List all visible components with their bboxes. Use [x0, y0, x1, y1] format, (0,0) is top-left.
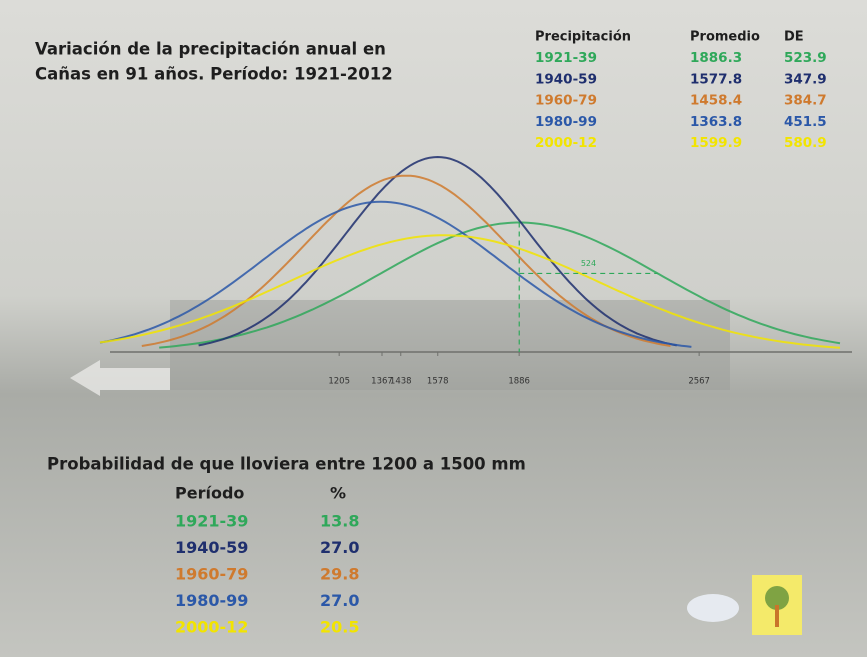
x-tick-label: 1367 [371, 377, 393, 387]
sd-label: 451.5 [784, 114, 827, 130]
probability-value: 27.0 [320, 591, 359, 610]
title-line: Cañas en 91 años. Período: 1921-2012 [35, 65, 393, 84]
density-curve [141, 174, 671, 347]
mean-label: 1599.9 [690, 135, 742, 151]
stats-header: DE [784, 30, 804, 45]
sd-label: 523.9 [784, 50, 827, 66]
x-tick-label: 1886 [508, 377, 530, 387]
mean-label: 1458.4 [690, 93, 742, 109]
mean-label: 1577.8 [690, 71, 742, 87]
probability-period: 1940-59 [175, 538, 248, 557]
period-label: 1960-79 [535, 93, 597, 109]
probability-header: Período [175, 484, 244, 503]
stats-header: Precipitación [535, 30, 631, 45]
probability-period: 2000-12 [175, 618, 248, 637]
x-tick-label: 1205 [328, 377, 350, 387]
probability-value: 29.8 [320, 565, 359, 584]
probability-title: Probabilidad de que lloviera entre 1200 … [47, 455, 526, 474]
period-label: 1940-59 [535, 71, 597, 87]
mean-label: 1886.3 [690, 50, 742, 66]
density-curve [99, 234, 841, 349]
density-curve [159, 221, 841, 349]
density-curve [99, 200, 692, 348]
x-tick-label: 1578 [427, 377, 449, 387]
probability-value: 20.5 [320, 618, 359, 637]
stats-header: Promedio [690, 30, 760, 45]
period-label: 1921-39 [535, 50, 597, 66]
sd-label: 580.9 [784, 135, 827, 151]
period-label: 2000-12 [535, 135, 597, 151]
probability-period: 1980-99 [175, 591, 248, 610]
x-tick-label: 2567 [688, 377, 710, 387]
probability-value: 13.8 [320, 512, 359, 531]
mean-label: 1363.8 [690, 114, 742, 130]
building [170, 300, 730, 390]
logo-trunk [775, 605, 779, 627]
probability-period: 1960-79 [175, 565, 248, 584]
x-tick-label: 1438 [390, 377, 412, 387]
density-curve [198, 155, 677, 347]
annotation: 524 [581, 259, 596, 268]
title-line: Variación de la precipitación anual en [35, 40, 386, 59]
period-label: 1980-99 [535, 114, 597, 130]
logo-tree [765, 586, 789, 610]
logo-left [687, 594, 739, 622]
probability-header: % [330, 484, 346, 503]
probability-value: 27.0 [320, 538, 359, 557]
arrow-sign [70, 360, 170, 396]
probability-period: 1921-39 [175, 512, 248, 531]
sd-label: 384.7 [784, 93, 827, 109]
sd-label: 347.9 [784, 71, 827, 87]
